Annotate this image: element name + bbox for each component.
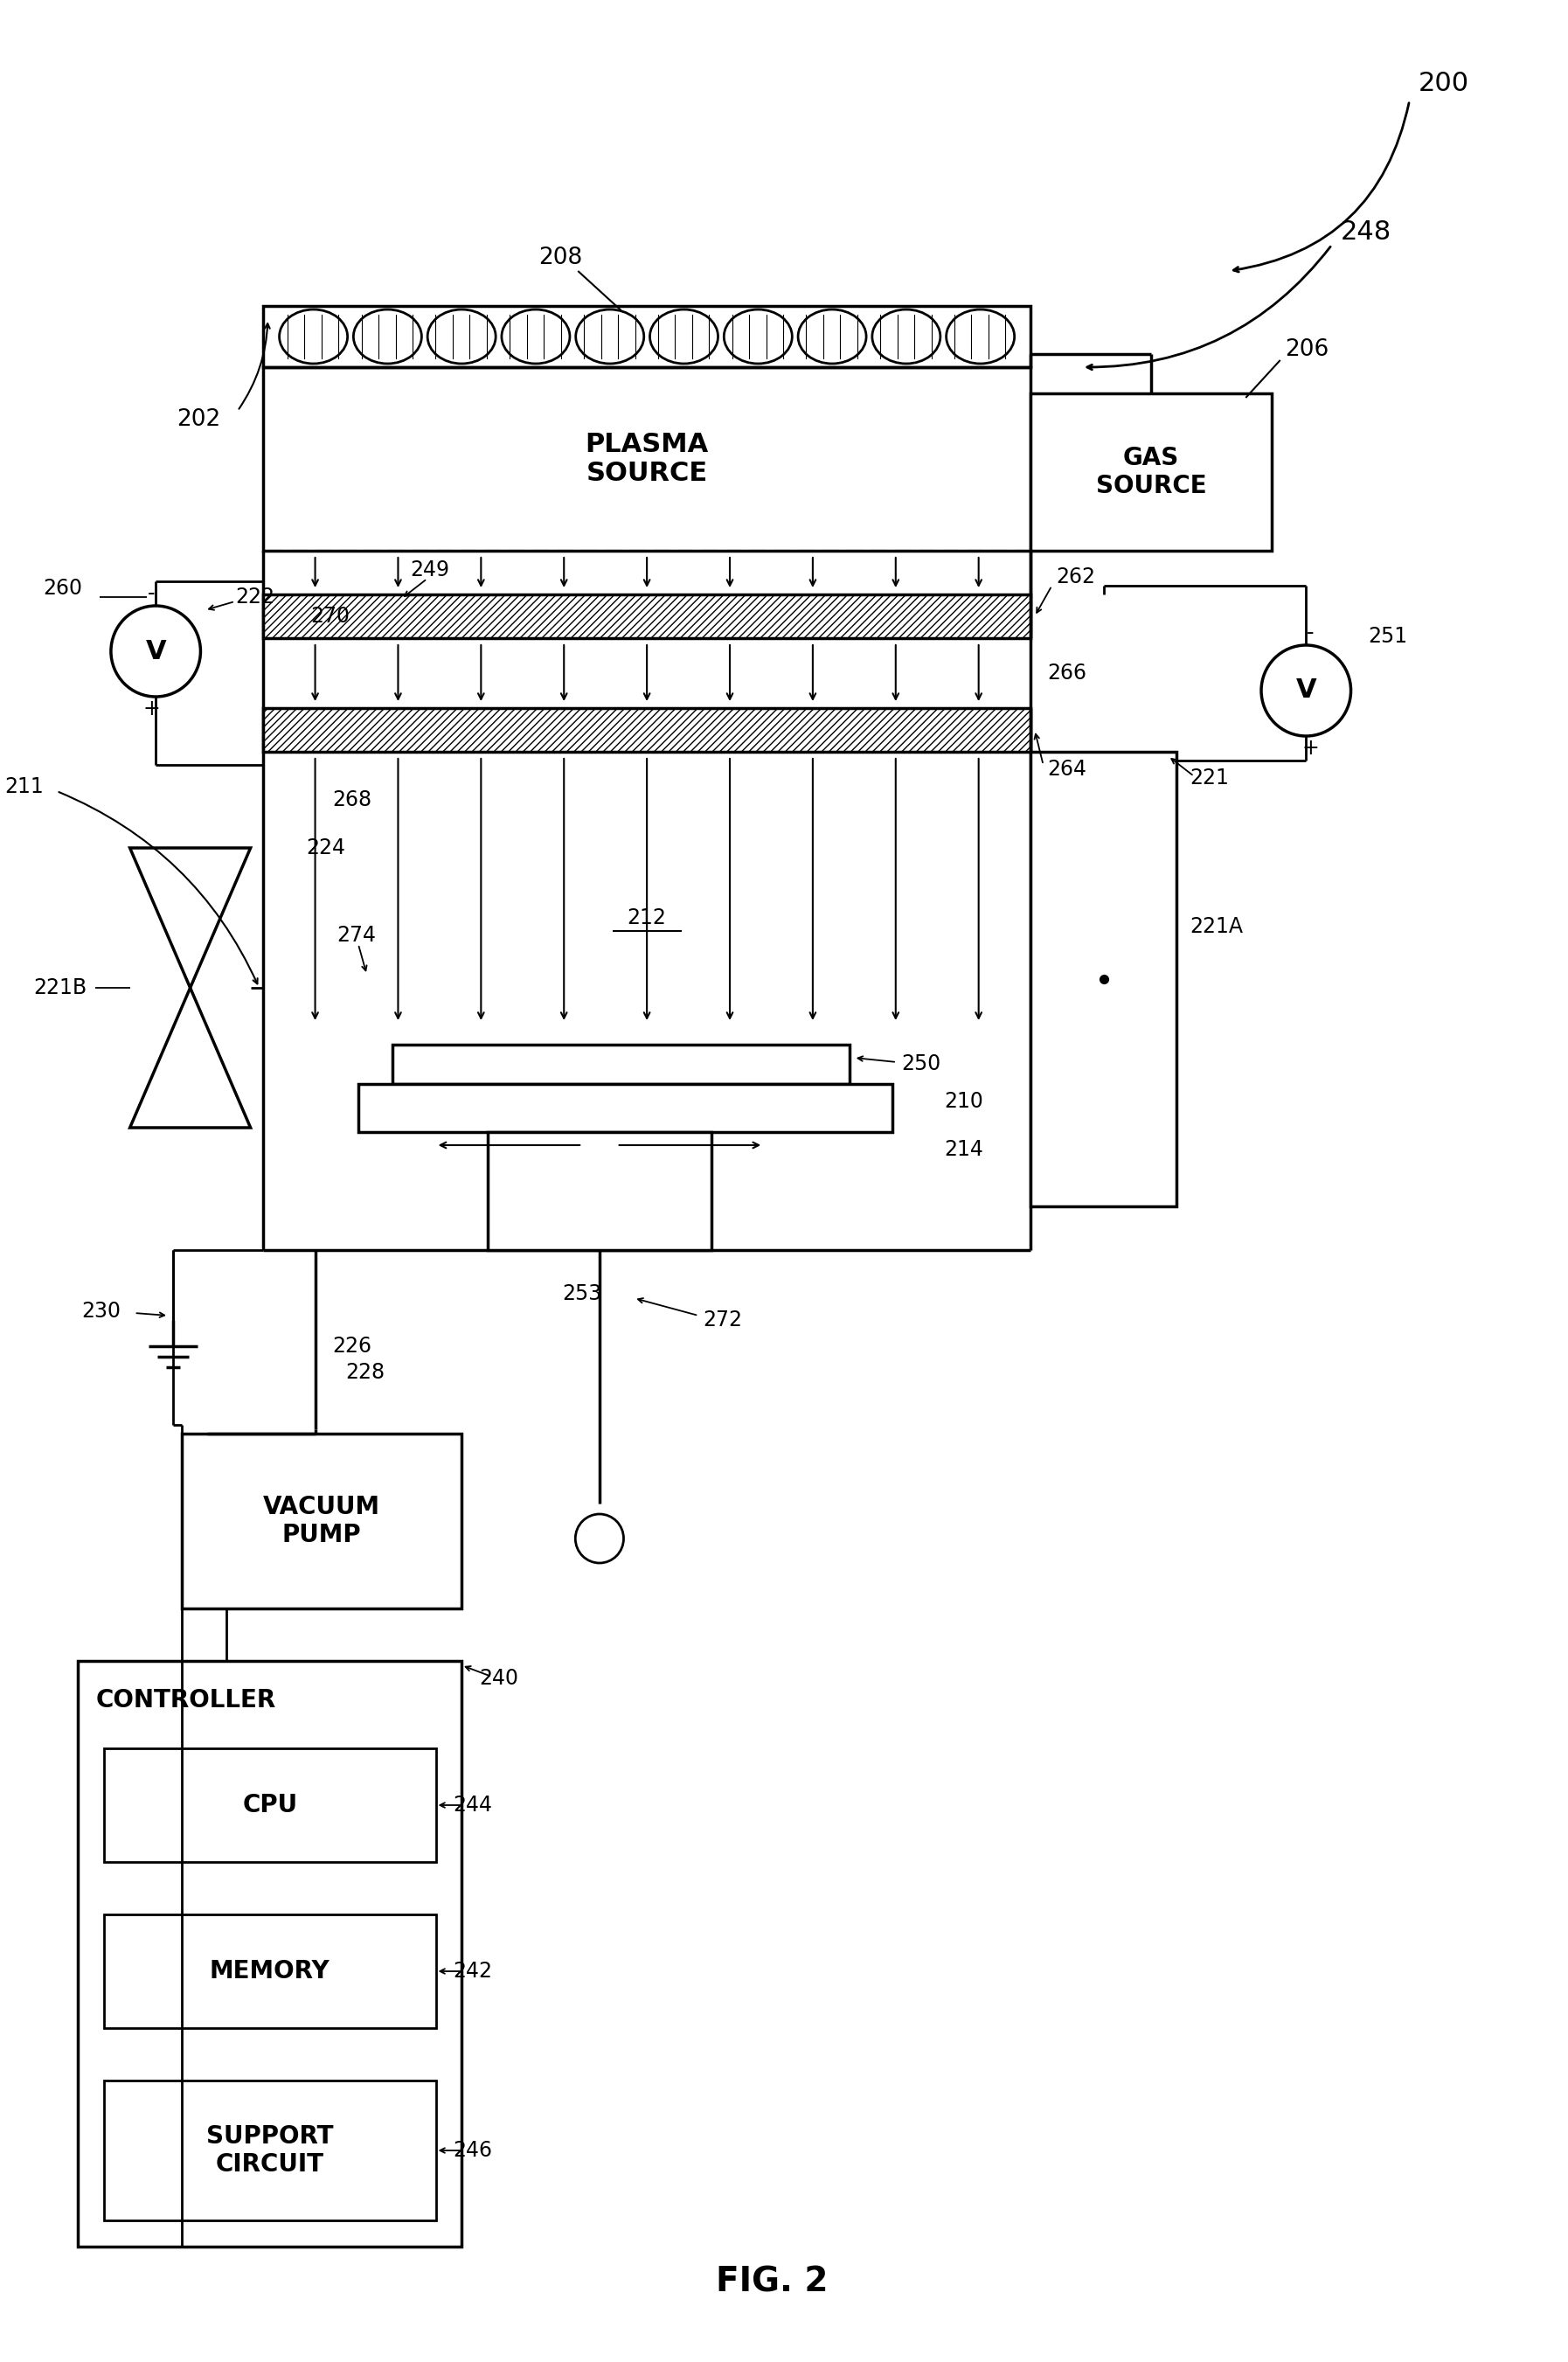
- Text: 221A: 221A: [1190, 916, 1243, 938]
- Bar: [1030, 751, 1178, 1207]
- Text: 260: 260: [44, 579, 83, 600]
- Text: 212: 212: [627, 907, 666, 928]
- Text: 253: 253: [563, 1283, 602, 1304]
- Text: 230: 230: [82, 1301, 121, 1323]
- Text: V: V: [1295, 678, 1317, 704]
- Text: 211: 211: [5, 777, 44, 798]
- Text: 240: 240: [478, 1668, 517, 1689]
- Text: 221B: 221B: [33, 978, 86, 999]
- Text: 226: 226: [332, 1337, 372, 1356]
- Text: 274: 274: [337, 926, 376, 945]
- Text: V: V: [146, 638, 166, 664]
- Text: -: -: [147, 583, 155, 605]
- Ellipse shape: [575, 309, 644, 364]
- Text: -: -: [1306, 624, 1314, 642]
- Circle shape: [111, 605, 201, 697]
- Text: 244: 244: [453, 1795, 492, 1816]
- Text: 249: 249: [409, 560, 450, 581]
- Text: 200: 200: [1417, 71, 1469, 97]
- Text: 202: 202: [177, 409, 221, 430]
- Text: FIG. 2: FIG. 2: [715, 2265, 828, 2298]
- Text: 268: 268: [332, 789, 372, 810]
- Bar: [263, 307, 1030, 366]
- Ellipse shape: [279, 309, 348, 364]
- Bar: [182, 1434, 461, 1609]
- Text: 222: 222: [235, 586, 274, 607]
- Bar: [1030, 394, 1272, 550]
- Bar: [103, 2081, 436, 2220]
- Ellipse shape: [428, 309, 495, 364]
- Text: 206: 206: [1284, 338, 1328, 361]
- Text: 262: 262: [1057, 567, 1096, 588]
- Text: PLASMA
SOURCE: PLASMA SOURCE: [585, 432, 709, 487]
- Ellipse shape: [353, 309, 422, 364]
- Text: +: +: [143, 699, 160, 720]
- Bar: [358, 1084, 892, 1131]
- Bar: [392, 1044, 850, 1084]
- Bar: [103, 1748, 436, 1861]
- Ellipse shape: [724, 309, 792, 364]
- Text: 246: 246: [453, 2140, 492, 2161]
- Text: 221: 221: [1190, 768, 1229, 789]
- Text: 250: 250: [902, 1053, 941, 1075]
- Ellipse shape: [798, 309, 866, 364]
- Bar: [103, 1916, 436, 2029]
- Text: 251: 251: [1369, 626, 1408, 647]
- Ellipse shape: [946, 309, 1014, 364]
- Ellipse shape: [649, 309, 718, 364]
- Text: VACUUM
PUMP: VACUUM PUMP: [263, 1495, 379, 1547]
- Text: +: +: [1301, 737, 1319, 758]
- Bar: [263, 366, 1030, 550]
- Text: SUPPORT
CIRCUIT: SUPPORT CIRCUIT: [207, 2123, 334, 2178]
- Text: CONTROLLER: CONTROLLER: [96, 1689, 276, 1712]
- Text: 228: 228: [345, 1363, 384, 1382]
- Text: 264: 264: [1047, 758, 1087, 779]
- Text: CPU: CPU: [243, 1793, 298, 1816]
- Circle shape: [575, 1514, 624, 1564]
- Ellipse shape: [872, 309, 941, 364]
- Text: 214: 214: [944, 1138, 983, 1160]
- Text: 266: 266: [1047, 664, 1087, 683]
- Text: 242: 242: [453, 1960, 492, 1982]
- Text: 270: 270: [310, 605, 350, 626]
- Bar: [488, 1131, 712, 1249]
- Text: 224: 224: [306, 839, 347, 857]
- Text: 248: 248: [1341, 220, 1391, 243]
- Bar: [263, 709, 1030, 751]
- Ellipse shape: [502, 309, 569, 364]
- Text: 210: 210: [944, 1091, 983, 1113]
- Bar: [78, 1660, 461, 2246]
- Text: 272: 272: [702, 1309, 742, 1330]
- Text: MEMORY: MEMORY: [210, 1958, 331, 1984]
- Circle shape: [1261, 645, 1352, 737]
- Text: 208: 208: [539, 246, 583, 269]
- Bar: [263, 595, 1030, 638]
- Text: GAS
SOURCE: GAS SOURCE: [1096, 446, 1206, 498]
